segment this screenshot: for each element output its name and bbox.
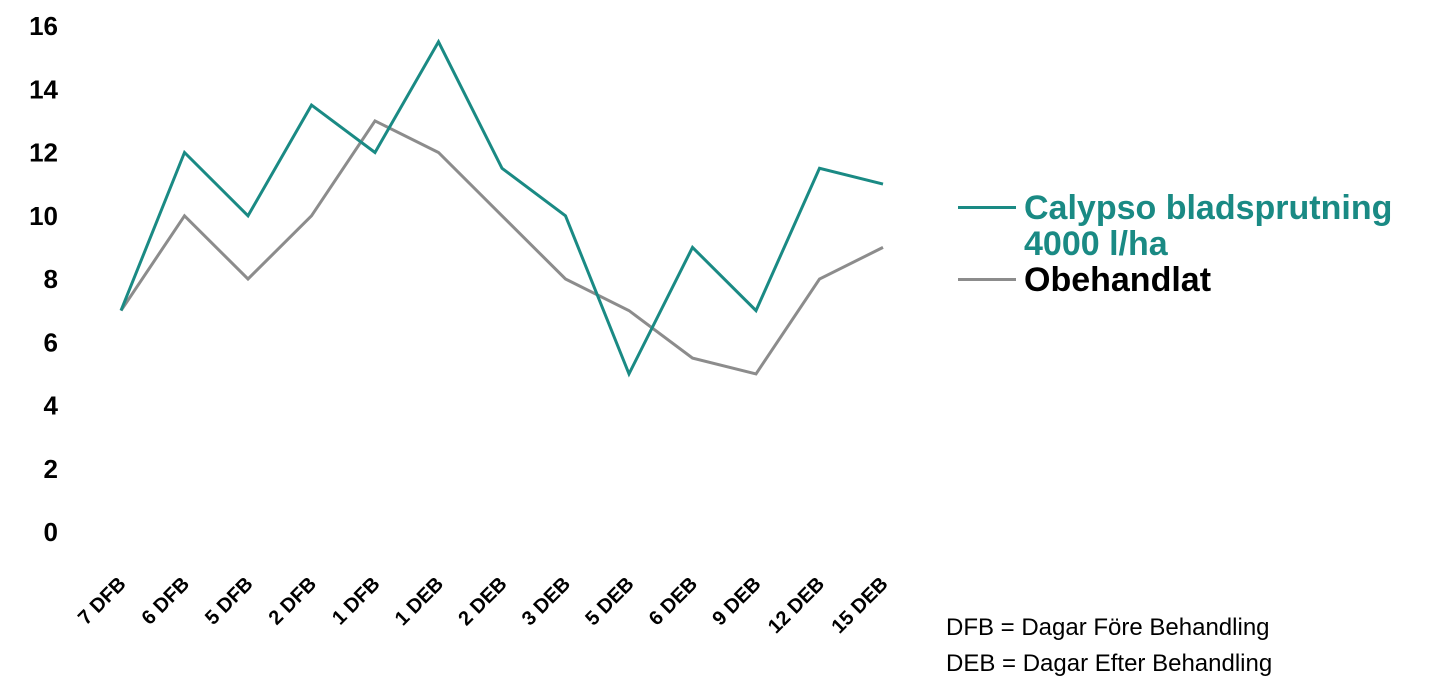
footnote-dfb: DFB = Dagar Före Behandling <box>946 614 1270 641</box>
x-tick-label: 5 DEB <box>581 573 638 630</box>
y-tick-label: 0 <box>44 517 58 547</box>
legend-item-obehandlat: Obehandlat <box>958 262 1433 298</box>
x-axis-ticks: 7 DFB 6 DFB 5 DFB 2 DFB 1 DFB 1 DEB 2 DEB 3 DEB… <box>74 573 892 638</box>
x-tick-label: 3 DEB <box>518 573 575 630</box>
x-tick-label: 6 DFB <box>138 573 194 629</box>
series-lines <box>119 38 884 378</box>
x-tick-label: 2 DFB <box>265 573 321 629</box>
x-tick-label: 1 DEB <box>391 573 448 630</box>
x-tick-label: 9 DEB <box>708 573 765 630</box>
x-tick-label: 5 DFB <box>201 573 257 629</box>
y-tick-label: 2 <box>44 454 58 484</box>
y-tick-label: 12 <box>29 138 58 168</box>
footnote: DFB = Dagar Före Behandling DEB = Dagar … <box>946 610 1433 682</box>
legend-swatch-obehandlat <box>958 278 1016 281</box>
footnote-deb: DEB = Dagar Efter Behandling <box>946 650 1273 677</box>
y-tick-label: 14 <box>29 74 58 104</box>
y-tick-label: 8 <box>44 264 58 294</box>
y-tick-label: 16 <box>29 11 58 41</box>
x-tick-label: 15 DEB <box>827 573 892 638</box>
x-tick-label: 7 DFB <box>74 573 130 629</box>
legend-swatch-calypso <box>958 206 1016 209</box>
legend-label-obehandlat: Obehandlat <box>1024 261 1212 299</box>
x-tick-label: 6 DEB <box>645 573 702 630</box>
legend-label-calypso: Calypso bladsprutning 4000 l/ha <box>1024 189 1393 263</box>
x-tick-label: 1 DFB <box>328 573 384 629</box>
y-tick-label: 4 <box>44 391 59 421</box>
series-line-obehandlat <box>119 118 884 376</box>
legend-item-calypso: Calypso bladsprutning 4000 l/ha <box>958 190 1433 262</box>
x-tick-label: 12 DEB <box>764 573 829 638</box>
legend: Calypso bladsprutning 4000 l/ha Obehandl… <box>958 190 1433 298</box>
y-axis-ticks: 0 2 4 6 8 10 12 14 16 <box>29 11 58 547</box>
y-tick-label: 10 <box>29 201 58 231</box>
y-tick-label: 6 <box>44 327 58 357</box>
x-tick-label: 2 DEB <box>454 573 511 630</box>
series-line-calypso <box>119 38 884 378</box>
